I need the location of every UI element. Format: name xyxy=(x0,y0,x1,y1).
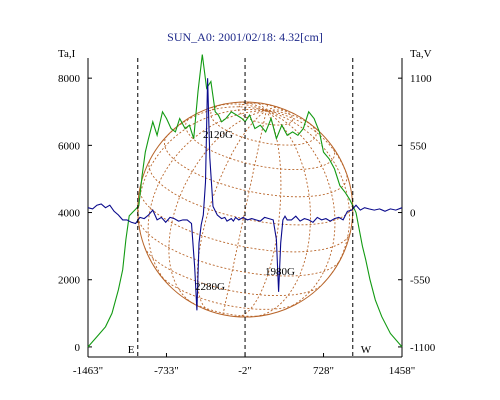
longitude-line xyxy=(237,110,282,318)
latitude-line xyxy=(139,188,351,253)
annotation-2120g: 2120G xyxy=(203,129,233,141)
longitude-line xyxy=(266,109,295,115)
annotation-1980g: 1980G xyxy=(265,266,295,278)
right-tick-label: 0 xyxy=(410,208,416,220)
chart-title: SUN_A0: 2001/02/18: 4.32[cm] xyxy=(167,30,323,44)
bottom-tick-label: 1458" xyxy=(389,365,416,377)
longitude-line xyxy=(255,110,311,317)
left-tick-label: 0 xyxy=(75,342,81,354)
bottom-tick-label: -1463" xyxy=(73,365,103,377)
longitude-line xyxy=(222,110,267,315)
plot-series xyxy=(87,54,403,348)
bottom-tick-label: -2" xyxy=(238,365,252,377)
longitude-line xyxy=(266,110,319,131)
latitude-line xyxy=(159,274,298,310)
axes: 0 2000 4000 6000 8000 1100 550 0 -550 -1100 -1463"… xyxy=(58,58,436,377)
longitude-line xyxy=(210,103,267,112)
annotation-2280g: 2280G xyxy=(195,281,225,293)
left-axis-label: Ta,I xyxy=(58,48,76,60)
polarization-series-line xyxy=(87,78,403,311)
longitude-line xyxy=(168,110,267,304)
latitude-line xyxy=(148,161,353,226)
longitude-line xyxy=(255,102,267,111)
left-tick-label: 8000 xyxy=(58,73,81,85)
bottom-tick-label: 728" xyxy=(313,365,334,377)
left-tick-label: 4000 xyxy=(58,208,81,220)
right-tick-label: -1100 xyxy=(410,342,436,354)
longitude-line xyxy=(266,110,336,310)
latitude-line xyxy=(164,135,348,198)
west-limb-label: W xyxy=(361,344,372,356)
longitude-line xyxy=(239,101,267,112)
longitude-line xyxy=(137,109,267,232)
longitude-line xyxy=(147,110,267,285)
intensity-series-line xyxy=(87,54,403,348)
right-tick-label: -550 xyxy=(410,275,431,287)
east-limb-label: E xyxy=(128,344,135,356)
longitude-line xyxy=(265,104,269,111)
right-axis-label: Ta,V xyxy=(410,48,432,60)
bottom-tick-label: -733" xyxy=(154,365,179,377)
left-tick-label: 6000 xyxy=(58,140,81,152)
right-tick-label: 550 xyxy=(410,140,427,152)
longitude-line xyxy=(196,110,267,311)
left-tick-label: 2000 xyxy=(58,275,81,287)
right-tick-label: 1100 xyxy=(410,73,432,85)
longitude-line xyxy=(266,110,351,274)
latitude-line xyxy=(144,247,322,297)
solar-disk xyxy=(137,101,354,318)
